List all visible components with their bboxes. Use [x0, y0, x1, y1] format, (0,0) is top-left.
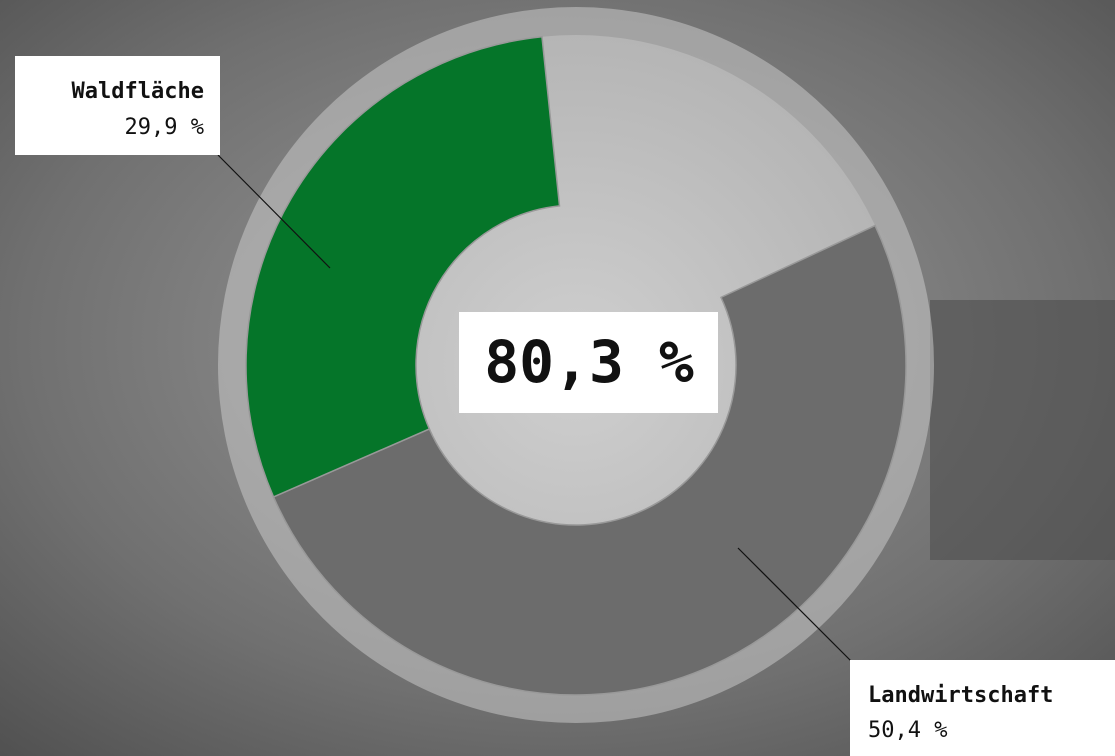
leader-line: [737, 547, 853, 663]
donut-segment: [272, 224, 907, 696]
background-field: [930, 300, 1115, 560]
category-label: Landwirtschaft: [868, 683, 1053, 708]
value-label: 50,4 %: [868, 718, 947, 743]
value-label: 29,9 %: [125, 115, 204, 140]
total-box: [459, 312, 718, 413]
segments: [245, 35, 907, 696]
total-label: 80,3 %: [484, 328, 694, 396]
leader-line: [217, 154, 331, 269]
label-box: [15, 56, 220, 155]
category-label: Waldfläche: [72, 79, 204, 104]
donut-segment: [245, 35, 561, 498]
label-box: [850, 660, 1115, 756]
